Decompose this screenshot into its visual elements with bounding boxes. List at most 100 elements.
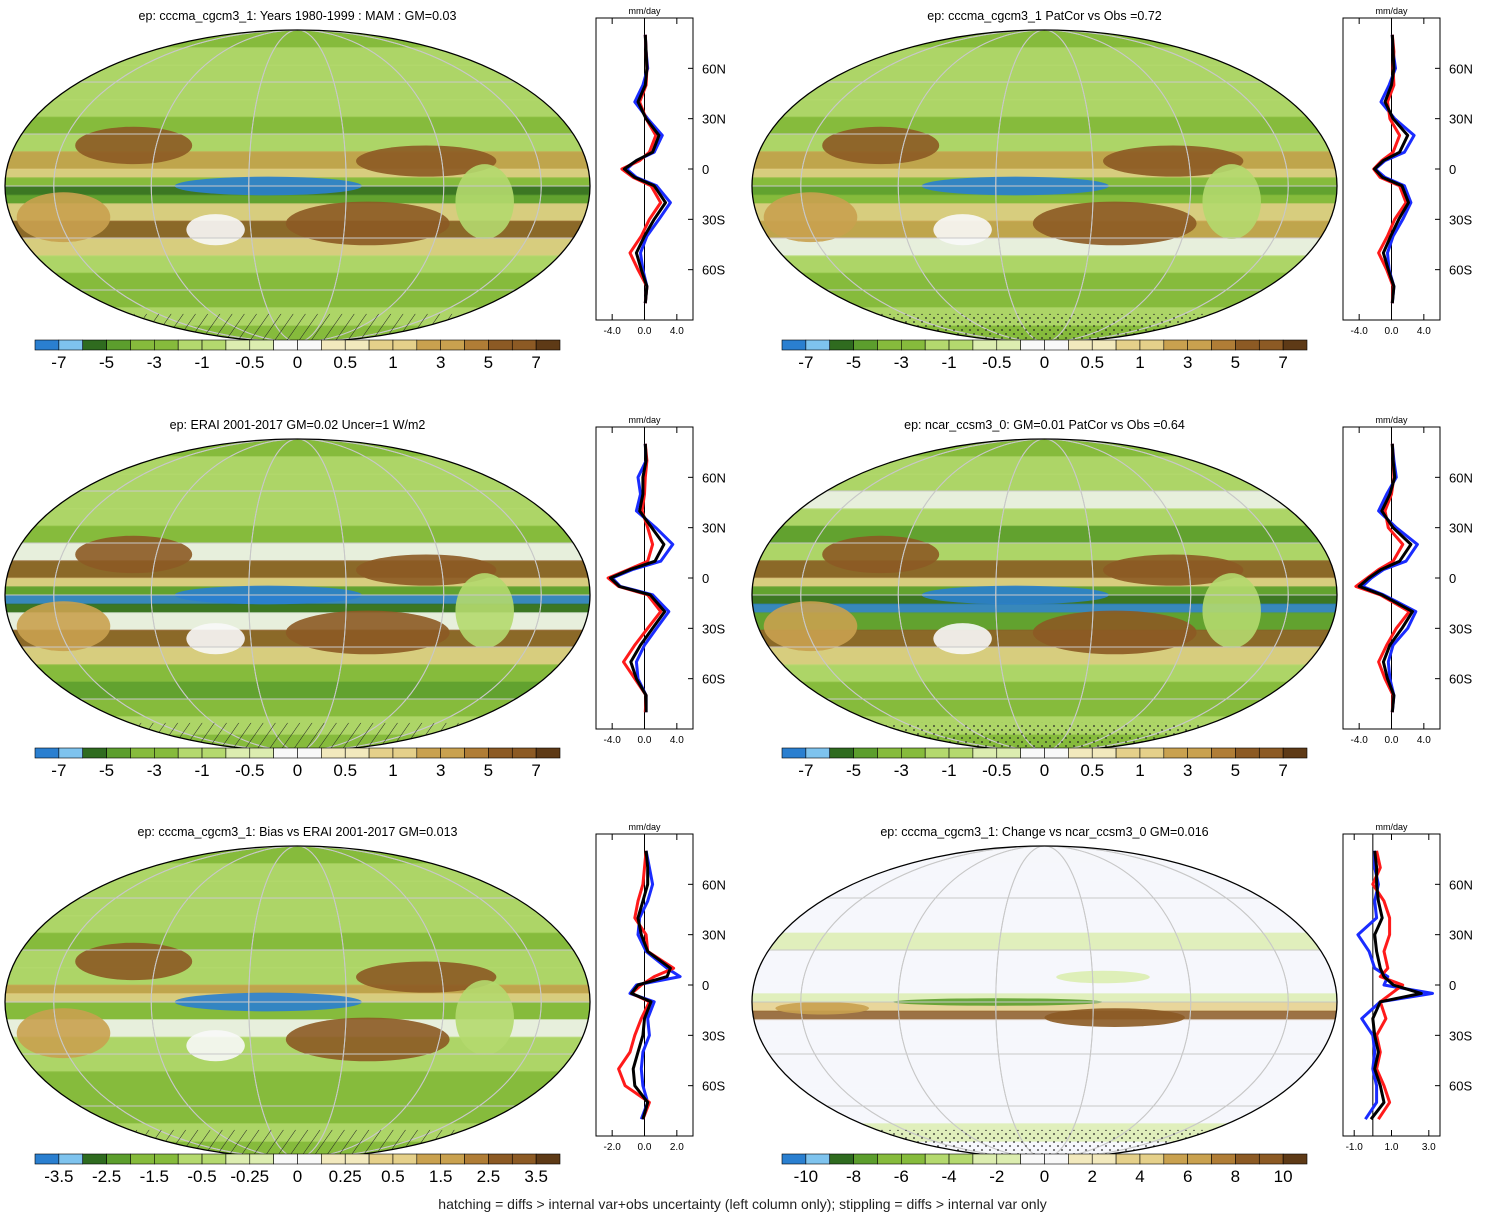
colorbar-swatch: [201, 1153, 227, 1165]
colorbar-swatch: [82, 339, 107, 351]
colorbar-tick-label: 0: [1040, 761, 1049, 780]
zonal-unit-label: mm/day: [628, 6, 661, 16]
colorbar-swatch: [996, 747, 1021, 759]
colorbar-swatch: [972, 339, 998, 351]
colorbar-swatch: [829, 1153, 854, 1165]
colorbar-tick-label: -4: [941, 1167, 956, 1186]
colorbar-swatch: [1235, 339, 1260, 351]
colorbar-swatch: [1139, 747, 1165, 759]
colorbar-tick-label: -6: [894, 1167, 909, 1186]
colorbar-swatch: [781, 747, 807, 759]
colorbar-tick-label: 5: [1231, 353, 1240, 372]
colorbar-tick-label: -7: [51, 761, 66, 780]
colorbar-swatch: [1044, 747, 1069, 759]
colorbar-swatch: [392, 1153, 418, 1165]
colorbar-swatch: [34, 1153, 60, 1165]
colorbar-swatch: [488, 339, 513, 351]
colorbar-swatch: [440, 747, 465, 759]
colorbar-tick-label: 2: [1087, 1167, 1096, 1186]
colorbar-swatch: [535, 1153, 561, 1165]
colorbar-swatch: [901, 339, 926, 351]
colorbar-tick-label: 0.5: [1080, 761, 1104, 780]
colorbar-tick-label: -5: [846, 761, 861, 780]
obs-line: [1356, 850, 1434, 1121]
x-tick-label: -1.0: [1346, 1142, 1364, 1153]
colorbar-swatch: [924, 339, 950, 351]
colorbar-swatch: [58, 339, 84, 351]
map-field: [5, 439, 590, 751]
colorbar-swatch: [488, 747, 513, 759]
zonal-unit-label: mm/day: [1375, 6, 1408, 16]
colorbar: -3.5 -2.5 -1.5 -0.5 -0.25 0 0.25 0.5 1.5 2.5 3.5: [34, 1153, 561, 1186]
zonal-unit-label: mm/day: [628, 415, 661, 425]
colorbar-swatch: [130, 1153, 155, 1165]
colorbar-tick-label: -1: [941, 761, 956, 780]
colorbar-swatch: [368, 339, 394, 351]
y-tick-label: 60S: [1449, 1079, 1472, 1094]
colorbar-tick-label: 7: [531, 761, 540, 780]
colorbar-swatch: [177, 747, 203, 759]
colorbar-swatch: [130, 339, 155, 351]
map-field: [5, 30, 590, 342]
colorbar-swatch: [1163, 339, 1188, 351]
colorbar-tick-label: 3.5: [524, 1167, 548, 1186]
colorbar-tick-label: -0.5: [235, 761, 264, 780]
colorbar-swatch: [1163, 1153, 1188, 1165]
zonal-unit-label: mm/day: [1375, 822, 1408, 832]
zonal-mean-panel: mm/day -4.0 0.0 4.0 60N 30N 0 30S 60S: [1342, 6, 1473, 337]
colorbar-swatch: [996, 339, 1021, 351]
colorbar-tick-label: -2.5: [92, 1167, 121, 1186]
colorbar-swatch: [1211, 1153, 1236, 1165]
x-tick-label: 0.0: [638, 1142, 652, 1153]
colorbar-swatch: [877, 1153, 902, 1165]
x-tick-label: 0.0: [1385, 735, 1399, 746]
colorbar-tick-label: 1: [1135, 761, 1144, 780]
colorbar-swatch: [225, 339, 251, 351]
colorbar-swatch: [1091, 747, 1117, 759]
mean-line: [1373, 34, 1410, 304]
colorbar-swatch: [392, 339, 418, 351]
colorbar-swatch: [416, 1153, 441, 1165]
colorbar-swatch: [1282, 1153, 1308, 1165]
panel-2: ep: cccma_cgcm3_1 PatCor vs Obs =0.72-7-…: [751, 6, 1473, 372]
colorbar-tick-label: 7: [1278, 761, 1287, 780]
mean-line: [1357, 443, 1414, 713]
colorbar-swatch: [535, 747, 561, 759]
x-tick-label: -4.0: [1351, 735, 1369, 746]
x-tick-label: 1.0: [1385, 1142, 1399, 1153]
colorbar: -7 -5 -3 -1 -0.5 0 0.5 1 3 5 7: [34, 747, 561, 780]
colorbar-swatch: [1115, 1153, 1141, 1165]
colorbar-swatch: [34, 747, 60, 759]
map-title: ep: cccma_cgcm3_1: Bias vs ERAI 2001-201…: [138, 825, 458, 839]
colorbar-swatch: [297, 747, 322, 759]
panel-5: ep: cccma_cgcm3_1: Bias vs ERAI 2001-201…: [4, 822, 726, 1186]
colorbar-swatch: [273, 747, 298, 759]
colorbar-swatch: [249, 747, 274, 759]
colorbar-swatch: [464, 1153, 489, 1165]
colorbar-swatch: [440, 339, 465, 351]
y-tick-label: 60N: [1449, 877, 1473, 892]
colorbar-swatch: [34, 339, 60, 351]
colorbar-swatch: [154, 1153, 179, 1165]
colorbar: -7 -5 -3 -1 -0.5 0 0.5 1 3 5 7: [34, 339, 561, 372]
model-line: [1371, 850, 1405, 1121]
x-tick-label: -4.0: [604, 735, 622, 746]
mean-line: [609, 443, 667, 713]
colorbar-swatch: [177, 339, 203, 351]
colorbar-tick-label: -0.5: [982, 353, 1011, 372]
colorbar-tick-label: -1: [194, 761, 209, 780]
colorbar-swatch: [1282, 747, 1308, 759]
colorbar-swatch: [805, 747, 831, 759]
colorbar-swatch: [1187, 747, 1212, 759]
colorbar-swatch: [344, 747, 370, 759]
colorbar-tick-label: 0.5: [333, 761, 357, 780]
y-tick-label: 60N: [702, 61, 726, 76]
map-title: ep: ncar_ccsm3_0: GM=0.01 PatCor vs Obs …: [904, 418, 1185, 432]
x-tick-label: -2.0: [604, 1142, 622, 1153]
colorbar-tick-label: -7: [798, 761, 813, 780]
colorbar-tick-label: 7: [531, 353, 540, 372]
colorbar-tick-label: 1: [388, 761, 397, 780]
y-tick-label: 30N: [702, 521, 726, 536]
mean-line: [1369, 850, 1423, 1121]
